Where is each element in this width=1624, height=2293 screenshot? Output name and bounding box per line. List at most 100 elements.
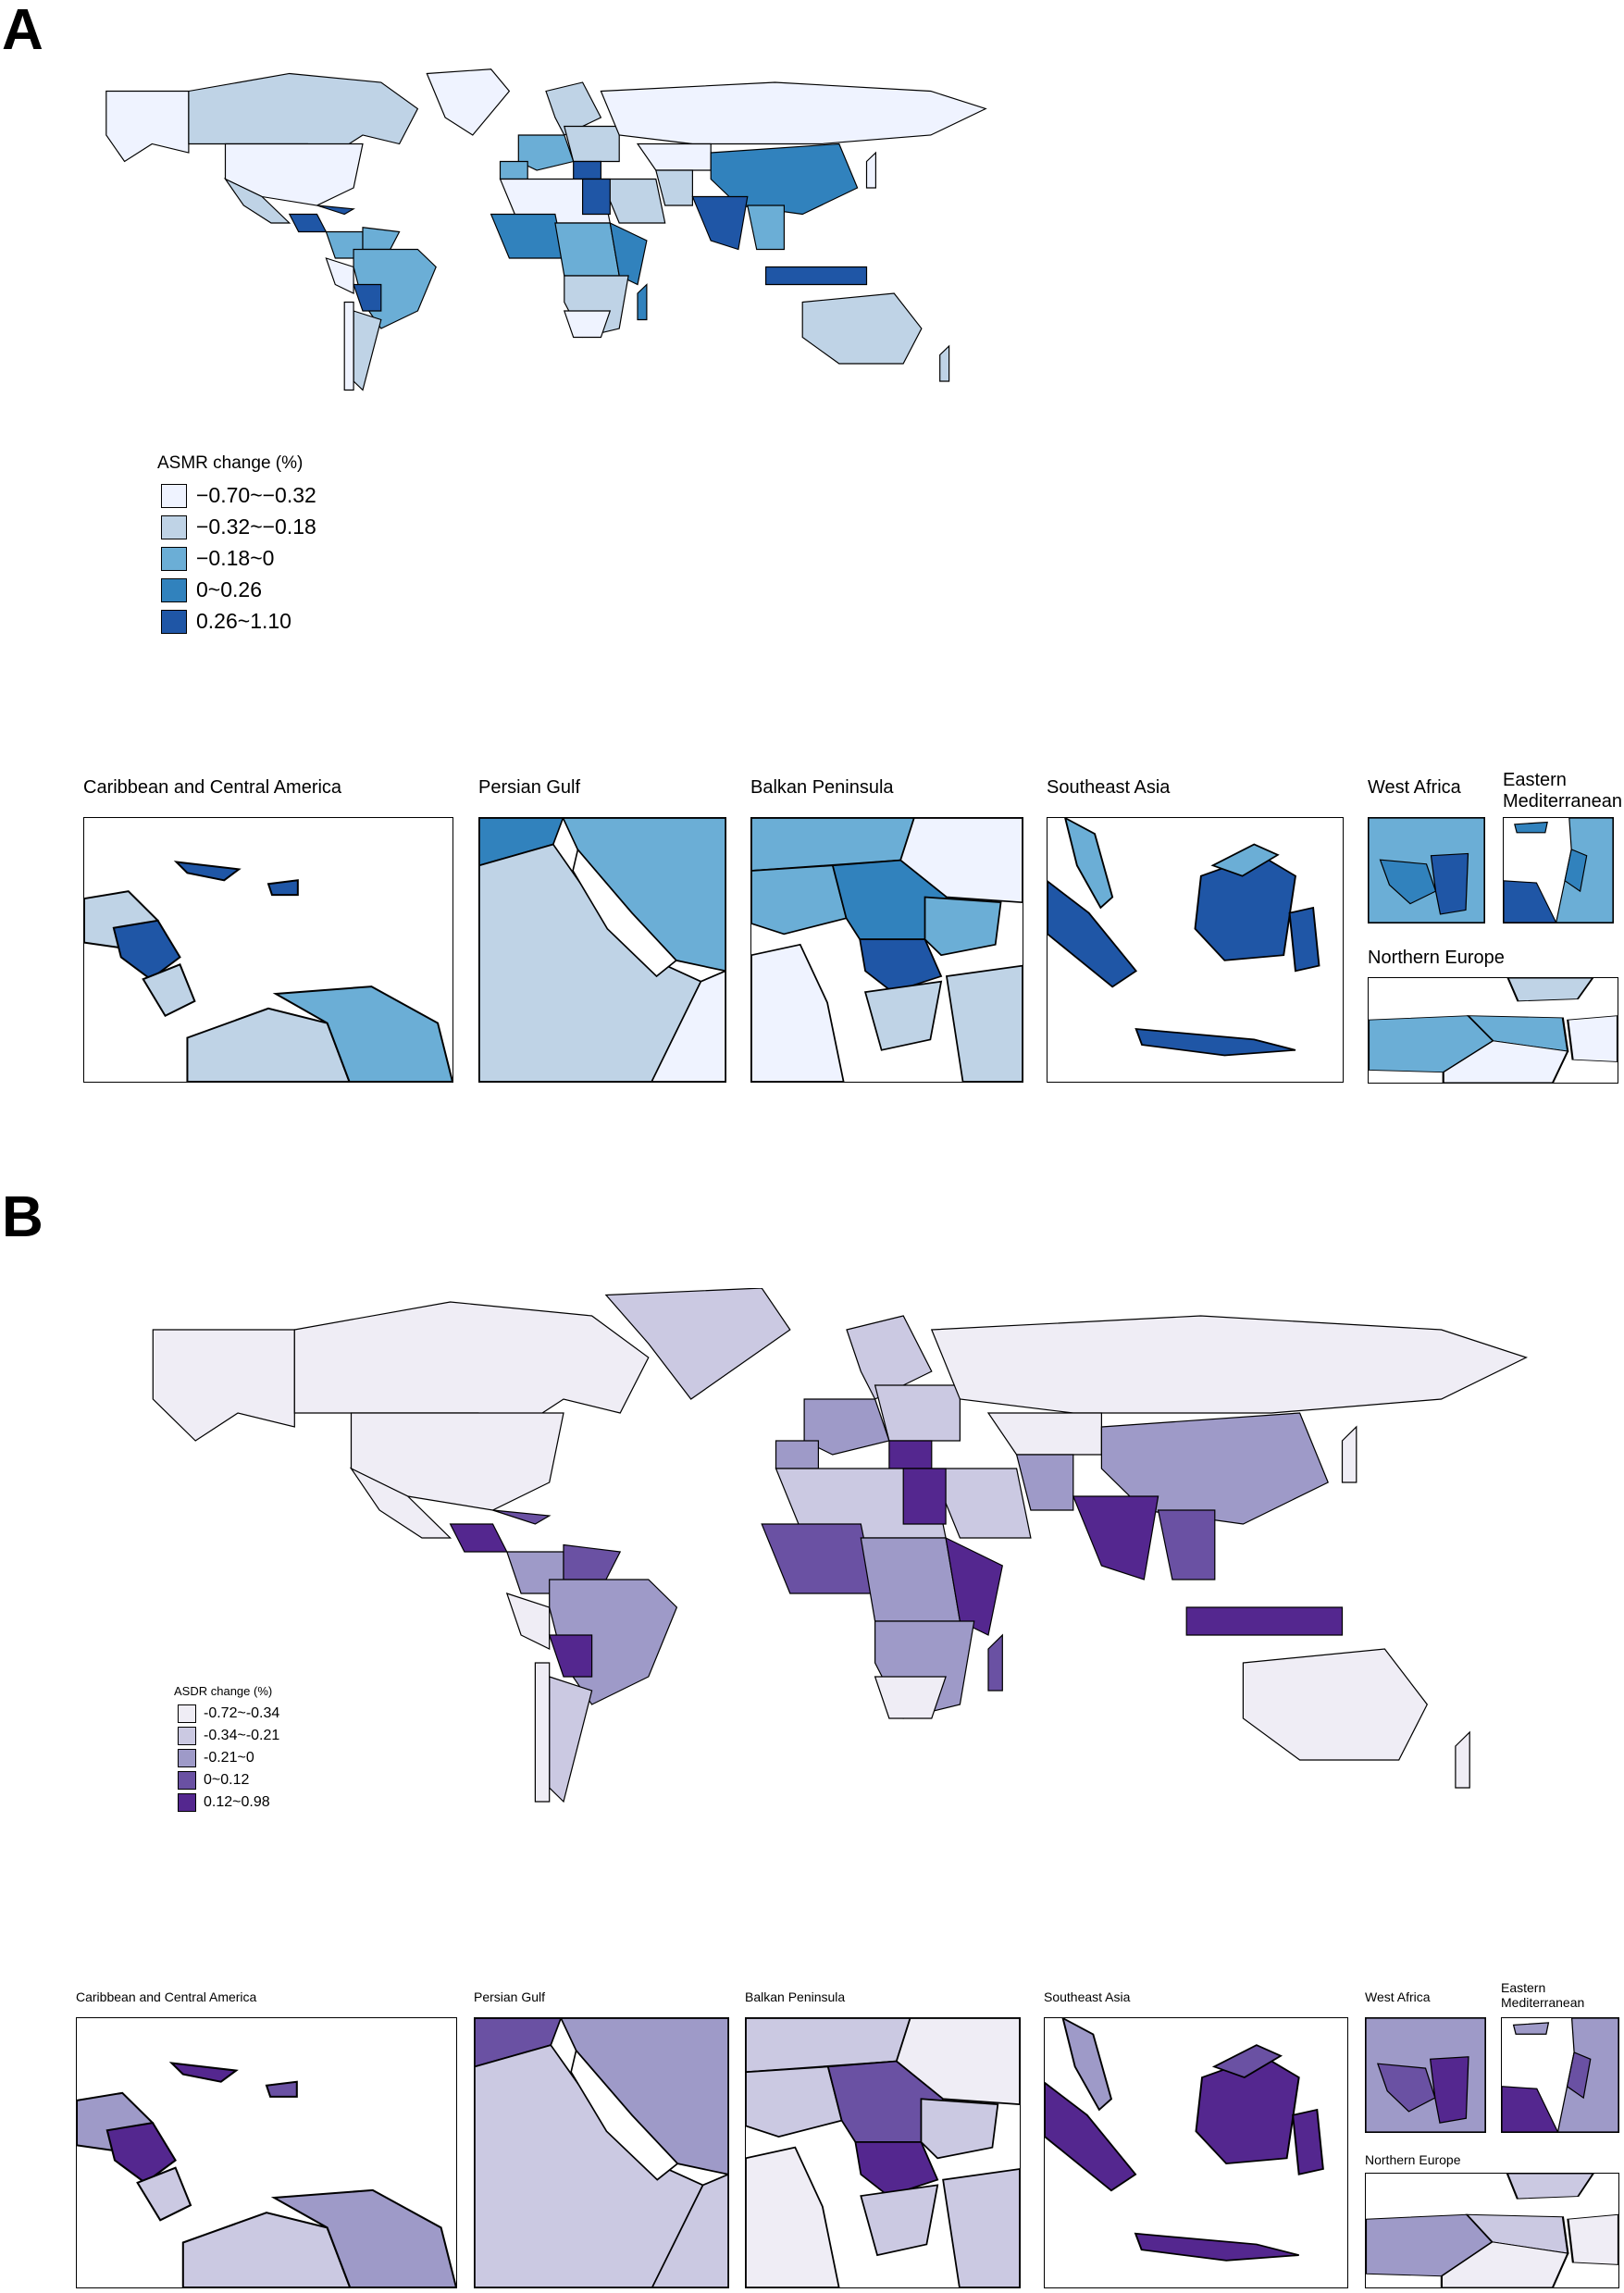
panel-a-egypt (582, 178, 611, 216)
panel-a-legend-label: −0.18~0 (196, 546, 275, 570)
panel-b-canada (293, 1301, 650, 1428)
panel-a-legend-swatch (161, 609, 187, 634)
panel-b-inset-label: Caribbean and Central America (76, 1989, 257, 2004)
panel-b-west-africa (761, 1523, 876, 1594)
panel-b-legend-item: -0.21~0 (178, 1749, 254, 1767)
panel-a-inset-persian-gulf (478, 817, 726, 1083)
panel-a-alaska (105, 90, 190, 163)
panel-b-madagascar (987, 1633, 1003, 1692)
panel-a-legend-item: −0.32~−0.18 (161, 514, 316, 539)
panel-b-legend-swatch (178, 1704, 196, 1723)
panel-b-egypt (902, 1468, 947, 1525)
panel-a-inset-label: Northern Europe (1368, 948, 1505, 968)
panel-b-inset-caribbean (76, 2017, 457, 2288)
panel-b-central-america (449, 1523, 508, 1553)
panel-b-legend-swatch (178, 1771, 196, 1790)
panel-a-letter: A (2, 0, 43, 62)
panel-b-bolivia (548, 1634, 593, 1678)
panel-b-middle-east (930, 1468, 1032, 1539)
panel-a-inset-caribbean (83, 817, 453, 1083)
panel-b-legend-label: -0.34~-0.21 (204, 1728, 280, 1743)
panel-a-mexico (223, 178, 291, 224)
panel-a-legend-label: 0.26~1.10 (196, 609, 291, 633)
panel-a-legend-label: −0.32~−0.18 (196, 514, 316, 539)
panel-b-inset-southeast-asia (1044, 2017, 1348, 2288)
panel-a-legend-swatch (161, 577, 187, 602)
panel-a-iran (655, 169, 693, 206)
panel-b-argentina (549, 1676, 593, 1803)
panel-b-legend-swatch (178, 1749, 196, 1767)
panel-b-venezuela (563, 1543, 622, 1580)
panel-b-iran (1015, 1454, 1074, 1511)
panel-a-iberia (499, 160, 528, 180)
panel-a-legend-label: −0.70~−0.32 (196, 483, 316, 507)
panel-a-canada (188, 72, 419, 154)
panel-a-inset-west-africa (1368, 817, 1485, 923)
panel-b-legend-label: 0~0.12 (204, 1772, 250, 1788)
panel-b-greenland (604, 1288, 791, 1400)
panel-a-central-africa (554, 222, 620, 277)
panel-a-inset-label: Balkan Peninsula (750, 777, 894, 798)
panel-b-balkans (888, 1440, 933, 1469)
panel-b-countries (152, 1288, 1528, 1803)
panel-a-japan (865, 151, 876, 189)
panel-a-middle-east (600, 178, 666, 224)
panel-a-central-america (288, 213, 328, 233)
panel-b-alaska (152, 1329, 295, 1442)
panel-b-legend-swatch (178, 1793, 196, 1812)
panel-a-legend-item: −0.18~0 (161, 546, 274, 571)
panel-b-mexico (349, 1467, 452, 1539)
panel-b-inset-west-africa (1365, 2017, 1486, 2133)
panel-b-india (1072, 1495, 1159, 1580)
panel-a-southeast-asia (747, 205, 785, 251)
panel-a-inset-northern-europe (1368, 977, 1618, 1084)
panel-a-inset-label: Caribbean and Central America (83, 777, 342, 798)
panel-a-madagascar (637, 283, 648, 321)
panel-b-inset-eastern-mediterranean (1501, 2017, 1619, 2133)
panel-b-east-africa (945, 1536, 1003, 1636)
panel-a-countries (105, 68, 987, 391)
panel-a-legend-label: 0~0.26 (196, 577, 262, 601)
panel-b-legend-item: -0.72~-0.34 (178, 1704, 279, 1723)
panel-b-russia (930, 1315, 1528, 1414)
panel-a-legend-swatch (161, 546, 187, 571)
panel-a-cuba (316, 205, 355, 216)
panel-b-kazakhstan (986, 1412, 1103, 1456)
panel-a-greenland (426, 68, 511, 136)
panel-b-inset-persian-gulf (474, 2017, 729, 2288)
panel-b-inset-label: Southeast Asia (1044, 1989, 1131, 2004)
panel-a-legend-item: −0.70~−0.32 (161, 483, 316, 508)
panel-b-central-africa (860, 1537, 961, 1622)
panel-a-kazakhstan (636, 143, 712, 171)
panel-a-inset-label: Eastern Mediterranean (1503, 770, 1622, 812)
panel-a-legend-item: 0.26~1.10 (161, 609, 291, 634)
panel-b-inset-label: West Africa (1365, 1989, 1431, 2004)
panel-b-inset-label: Persian Gulf (474, 1989, 546, 2004)
panel-a-legend-swatch (161, 514, 187, 539)
panel-b-australia (1242, 1648, 1429, 1761)
panel-b-legend-item: 0~0.12 (178, 1771, 249, 1790)
panel-a-east-africa (609, 221, 648, 286)
panel-b-southeast-asia (1157, 1509, 1216, 1580)
panel-a-india (691, 195, 749, 251)
panel-b-peru (505, 1593, 551, 1650)
panel-a-world-map (105, 68, 987, 391)
panel-b-new-zealand (1455, 1730, 1470, 1789)
panel-b-legend-title: ASDR change (%) (174, 1684, 273, 1698)
panel-b-inset-northern-europe (1365, 2173, 1619, 2288)
panel-b-letter: B (2, 1185, 43, 1249)
panel-a-balkans (573, 160, 601, 180)
panel-a-argentina (353, 310, 382, 391)
panel-a-indonesia (765, 266, 868, 286)
panel-b-legend-item: -0.34~-0.21 (178, 1727, 279, 1745)
panel-b-indonesia (1185, 1606, 1344, 1636)
panel-b-legend-swatch (178, 1727, 196, 1745)
panel-b-inset-balkan (745, 2017, 1021, 2288)
panel-b-inset-label: Northern Europe (1365, 2152, 1461, 2167)
panel-a-west-africa (490, 213, 565, 259)
panel-b-world-map (152, 1288, 1528, 1803)
panel-a-inset-label: Persian Gulf (478, 777, 581, 798)
panel-a-russia (600, 81, 987, 145)
panel-b-cuba (492, 1509, 552, 1525)
panel-a-venezuela (362, 227, 401, 251)
